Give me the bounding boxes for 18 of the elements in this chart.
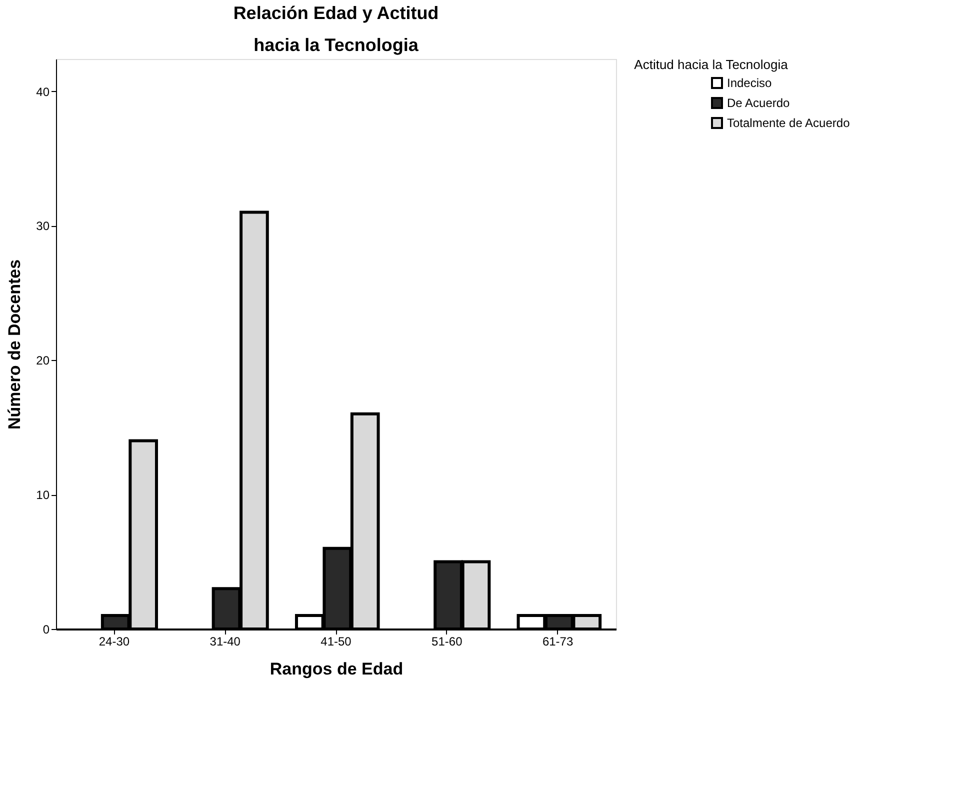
x-tick-label: 51-60 xyxy=(432,634,463,648)
y-axis-title: Número de Docentes xyxy=(5,259,24,430)
x-tick-label: 31-40 xyxy=(210,634,241,648)
legend-label: Indeciso xyxy=(727,76,772,90)
chart-subtitle: hacia la Tecnologia xyxy=(254,35,420,55)
x-tick-label: 24-30 xyxy=(98,634,130,648)
y-tick-label: 40 xyxy=(36,84,50,99)
y-tick-label: 0 xyxy=(42,622,50,636)
y-tick-label: 30 xyxy=(36,219,50,234)
y-tick-label: 20 xyxy=(36,354,50,368)
x-axis-title: Rangos de Edad xyxy=(270,660,404,678)
y-tick-label: 10 xyxy=(36,488,50,502)
x-tick-label: 61-73 xyxy=(542,634,574,648)
legend-label: De Acuerdo xyxy=(727,96,790,110)
x-tick-label: 41-50 xyxy=(320,634,352,648)
chart-title: Relación Edad y Actitud xyxy=(233,3,439,23)
legend-title: Actitud hacia la Tecnologia xyxy=(634,57,789,72)
legend-label: Totalmente de Acuerdo xyxy=(727,116,850,130)
